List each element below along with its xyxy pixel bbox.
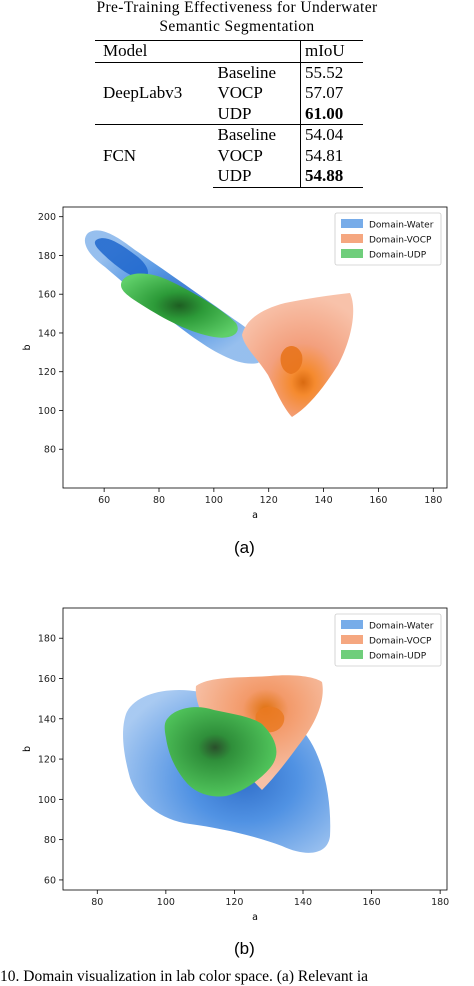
legend-swatch [341,620,363,629]
miou-value: 55.52 [299,61,363,83]
header-model: Model [95,40,214,62]
y-tick-label: 160 [38,674,56,685]
method-name: VOCP [217,83,263,102]
x-tick-label: 160 [363,897,381,908]
miou-value: 54.04 [299,124,363,146]
table-row: UDP 54.88 [95,166,363,188]
legend-swatch [341,650,363,659]
y-tick-label: 140 [38,714,56,725]
y-tick-label: 120 [38,367,56,378]
header-miou: mIoU [299,40,363,62]
table-row: DeepLabv3 Baseline 55.52 [95,61,363,125]
table-title-line-1: Pre-Training Effectiveness for Underwate… [96,0,378,16]
y-tick-label: 100 [38,795,56,806]
x-tick-label: 140 [294,897,312,908]
y-tick-label: 140 [38,328,56,339]
table-title-line-2: Semantic Segmentation [159,18,315,35]
y-tick-label: 120 [38,755,56,766]
y-tick-label: 60 [44,875,56,886]
table-row: VOCP 54.81 [95,145,363,166]
plot-b: 80 100 120 140 160 180 60 80 100 120 140 160 180 a b D… [22,607,449,923]
x-tick-label: 160 [369,495,387,506]
panel-a-caption: (a) [234,538,255,557]
miou-value-best: 61.00 [299,103,363,125]
plot-b-density-contours [123,675,331,853]
x-tick-label: 100 [157,897,175,908]
udp-density-region [164,707,277,797]
legend-swatch [341,234,363,243]
method-name: Baseline [213,124,301,146]
results-table: Model mIoU DeepLabv3 Baseline 55.52 VOCP… [95,40,363,188]
legend-entry: Domain-VOCP [369,637,432,647]
method-name: UDP [217,103,252,123]
x-tick-label: 180 [424,495,442,506]
x-tick-label: 80 [153,495,165,506]
miou-value: 54.81 [299,145,363,166]
x-tick-label: 140 [315,495,333,506]
miou-value: 57.07 [299,83,363,104]
plot-a-legend: Domain-Water Domain-VOCP Domain-UDP [334,212,442,266]
y-axis-label: b [22,344,33,350]
x-axis-label: a [252,912,258,923]
y-tick-label: 100 [38,406,56,417]
x-tick-label: 180 [431,897,449,908]
y-tick-label: 200 [38,212,56,223]
y-tick-label: 80 [44,835,56,846]
water-density-core [94,238,148,279]
legend-swatch [341,249,363,258]
y-axis-label: b [22,746,33,752]
x-tick-label: 120 [225,897,243,908]
plot-b-legend: Domain-Water Domain-VOCP Domain-UDP [334,613,442,667]
plot-b-axes: 80 100 120 140 160 180 60 80 100 120 140 160 180 a b [22,634,449,923]
model-name: FCN [95,124,214,187]
plot-a-axes: 60 80 100 120 140 160 180 80 100 120 140 160 180 200 a… [22,212,442,521]
method-name: UDP [213,166,301,188]
figure-caption: 10. Domain visualization in lab color sp… [0,968,369,985]
y-tick-label: 180 [38,251,56,262]
legend-entry: Domain-Water [369,622,434,632]
table-row: UDP 61.00 [95,103,363,125]
x-axis-label: a [252,510,258,521]
model-name: DeepLabv3 [95,61,214,125]
legend-swatch [341,219,363,228]
y-tick-label: 80 [44,445,56,456]
udp-density-region [120,273,238,338]
method-name: VOCP [217,145,263,165]
legend-entry: Domain-UDP [369,251,427,261]
x-tick-label: 120 [260,495,278,506]
panel-b-caption: (b) [234,939,255,958]
legend-swatch [341,635,363,644]
plot-a-density-contours [84,230,354,417]
table-row: VOCP 57.07 [95,83,363,104]
y-tick-label: 180 [38,634,56,645]
plot-a: 60 80 100 120 140 160 180 80 100 120 140 160 180 200 a… [22,206,448,521]
x-tick-label: 100 [205,495,223,506]
legend-entry: Domain-Water [369,221,434,231]
table-row: FCN Baseline 54.04 [95,124,363,187]
table-header-row: Model mIoU [95,40,363,62]
x-tick-label: 60 [98,495,110,506]
x-tick-label: 80 [91,897,103,908]
vocp-density-core [280,346,303,374]
method-name: Baseline [213,61,301,83]
miou-value-best: 54.88 [299,166,363,188]
legend-entry: Domain-VOCP [369,236,432,246]
legend-entry: Domain-UDP [369,652,427,662]
y-tick-label: 160 [38,290,56,301]
